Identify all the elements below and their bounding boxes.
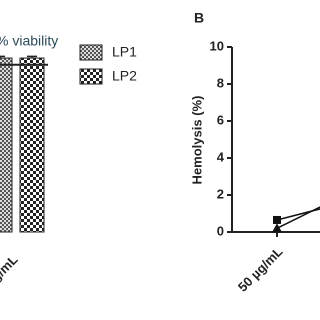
annotation: % viability: [0, 33, 58, 49]
y-axis-label: Hemolysis (%): [189, 96, 204, 185]
error-bar: [27, 55, 37, 59]
marker: [272, 223, 282, 233]
y-tick-label: 0: [217, 223, 224, 238]
error-bar: [0, 55, 5, 59]
series-line: [276, 206, 320, 229]
panel-label: B: [194, 10, 204, 26]
y-tick-label: 8: [217, 75, 224, 90]
y-tick-label: 6: [217, 112, 224, 127]
y-tick-label: 4: [217, 149, 225, 164]
legend-label: LP2: [112, 68, 137, 84]
legend-swatch: [79, 68, 103, 85]
series-line: [276, 208, 320, 221]
bar: [19, 57, 45, 233]
legend-swatch: [79, 44, 103, 61]
x-tick-label: 50 µg/mL: [235, 244, 286, 295]
marker: [273, 215, 281, 224]
bar: [0, 57, 13, 233]
legend-label: LP1: [112, 44, 137, 60]
x-tick-label: µg/mL: [0, 252, 21, 290]
y-tick-label: 10: [210, 38, 224, 53]
y-tick-label: 2: [217, 186, 224, 201]
